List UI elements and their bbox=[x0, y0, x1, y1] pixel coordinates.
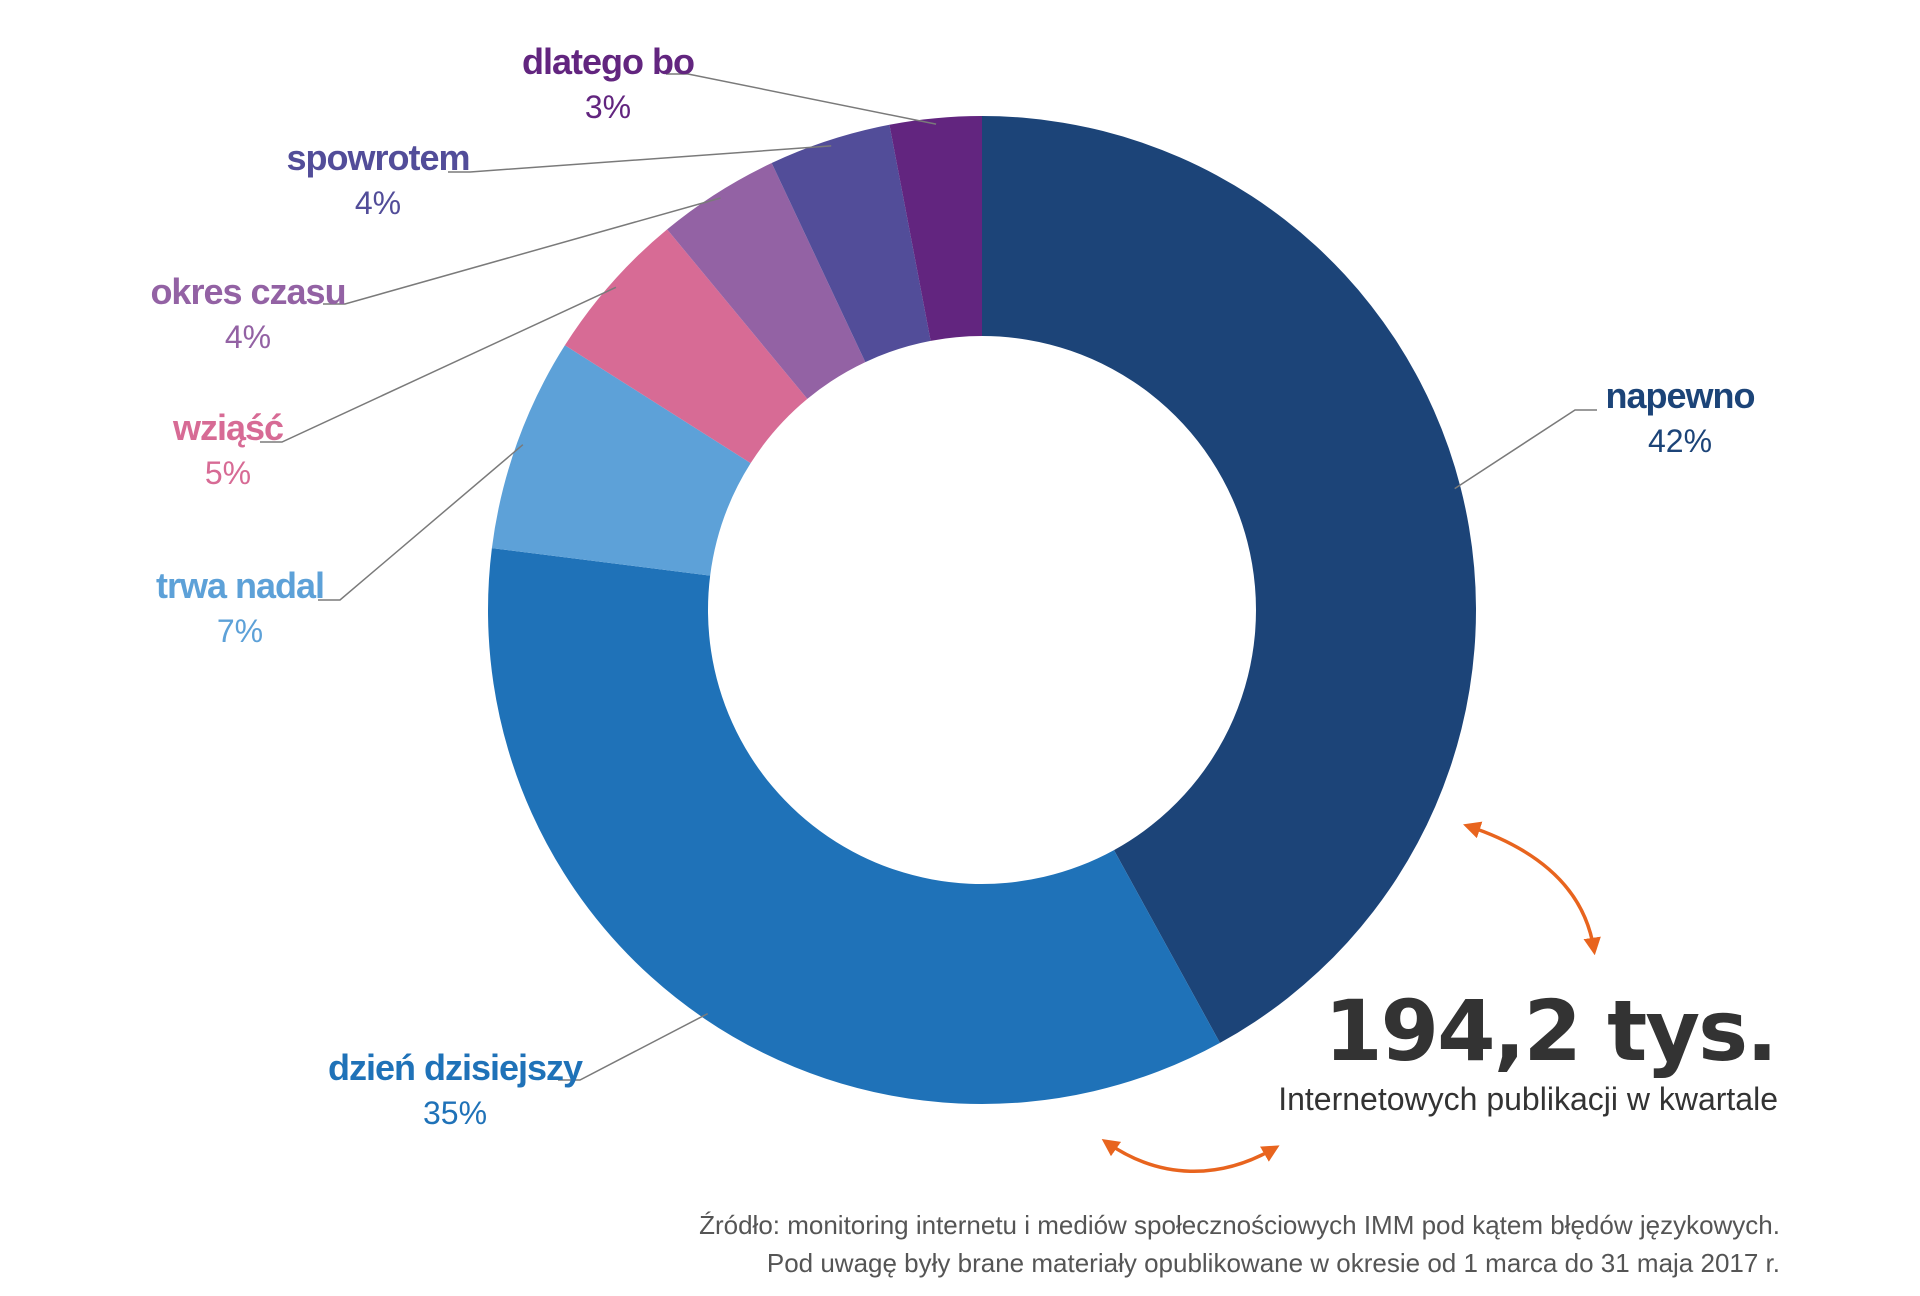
slice-4 bbox=[667, 163, 866, 399]
slice-label-name-2: trwa nadal bbox=[156, 565, 324, 606]
slice-0 bbox=[982, 116, 1477, 1043]
arrow-lower-icon bbox=[1101, 1138, 1280, 1173]
slice-label-pct-0: 42% bbox=[1648, 423, 1712, 459]
slice-3 bbox=[564, 229, 808, 464]
slice-label-name-3: wziąść bbox=[172, 407, 283, 448]
slice-1 bbox=[488, 548, 1220, 1105]
slice-2 bbox=[491, 345, 751, 576]
slice-6 bbox=[889, 116, 982, 341]
slice-label-name-4: okres czasu bbox=[150, 271, 345, 312]
leader-lines bbox=[260, 73, 1597, 1081]
leader-line-0 bbox=[1454, 409, 1597, 490]
leader-line-5 bbox=[448, 145, 832, 173]
leader-line-6 bbox=[666, 73, 937, 125]
source-line-1: Źródło: monitoring internetu i mediów sp… bbox=[699, 1210, 1780, 1240]
slice-label-name-0: napewno bbox=[1605, 375, 1754, 416]
slice-labels: napewno 42% dzień dzisiejszy 35% trwa nadal 7… bbox=[150, 41, 1755, 1131]
source-line-2: Pod uwagę były brane materiały opublikow… bbox=[767, 1248, 1780, 1278]
arrow-upper-icon bbox=[1463, 821, 1601, 956]
slice-5 bbox=[771, 124, 931, 363]
slice-label-pct-1: 35% bbox=[423, 1095, 487, 1131]
leader-line-1 bbox=[558, 1012, 709, 1081]
slice-label-pct-6: 3% bbox=[585, 89, 631, 125]
slice-label-pct-2: 7% bbox=[217, 613, 263, 649]
slice-label-pct-5: 4% bbox=[355, 185, 401, 221]
slice-label-name-5: spowrotem bbox=[286, 137, 469, 178]
donut-slices bbox=[488, 116, 1477, 1105]
slice-label-name-1: dzień dzisiejszy bbox=[328, 1047, 583, 1088]
leader-line-4 bbox=[323, 197, 721, 305]
slice-label-pct-4: 4% bbox=[225, 319, 271, 355]
slice-label-name-6: dlatego bo bbox=[522, 41, 694, 82]
leader-line-3 bbox=[260, 286, 617, 443]
leader-line-2 bbox=[318, 444, 524, 601]
headline-value: 194,2 tys. bbox=[1324, 982, 1776, 1080]
headline-caption: Internetowych publikacji w kwartale bbox=[1278, 1081, 1778, 1117]
slice-label-pct-3: 5% bbox=[205, 455, 251, 491]
